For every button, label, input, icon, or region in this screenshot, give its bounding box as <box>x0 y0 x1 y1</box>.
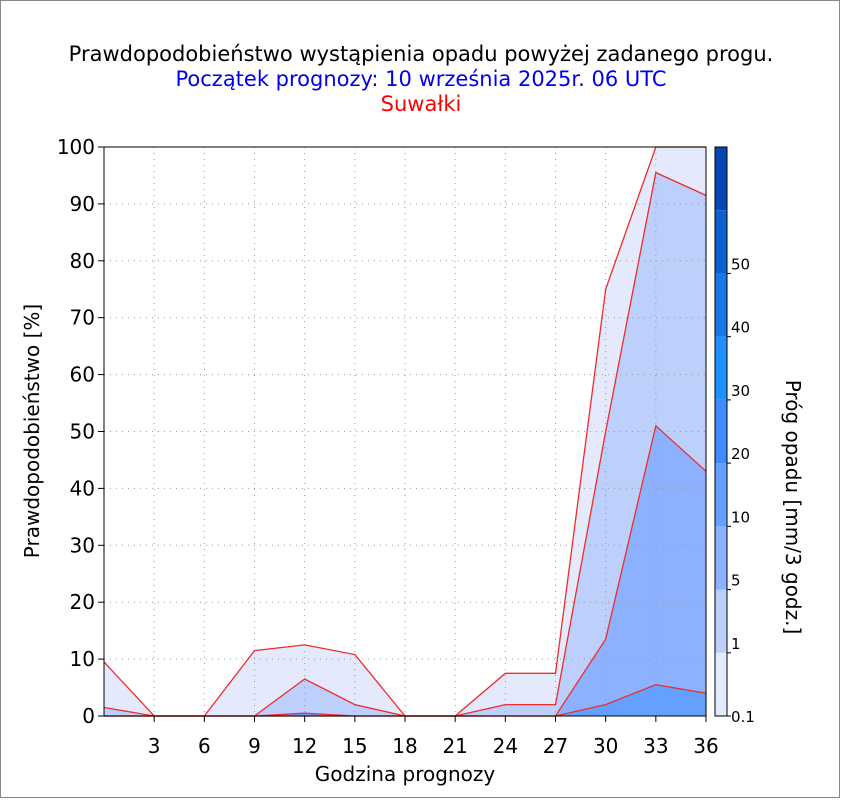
x-tick-label-12: 12 <box>292 734 317 758</box>
x-tick-label-33: 33 <box>643 734 668 758</box>
colorbar-tick-label-5: 5 <box>731 572 741 590</box>
y-tick-label-50: 50 <box>70 420 95 444</box>
colorbar-border <box>714 146 728 717</box>
y-tick-label-60: 60 <box>70 363 95 387</box>
chart-title: Prawdopodobieństwo wystąpienia opadu pow… <box>68 42 774 66</box>
y-tick-label-70: 70 <box>70 306 95 330</box>
colorbar-segment-7 <box>715 210 727 274</box>
x-tick-label-15: 15 <box>342 734 367 758</box>
colorbar-segment-6 <box>715 273 727 337</box>
y-tick-label-0: 0 <box>82 704 95 728</box>
colorbar-tick-label-1: 1 <box>731 635 741 653</box>
grid-lines <box>104 147 706 716</box>
x-tick-label-27: 27 <box>543 734 568 758</box>
x-tick-label-24: 24 <box>493 734 518 758</box>
station-name: Suwałki <box>380 92 462 116</box>
colorbar-tick-label-0.1: 0.1 <box>731 708 755 726</box>
colorbar-segment-5 <box>715 336 727 400</box>
x-tick-label-36: 36 <box>693 734 718 758</box>
colorbar: 0.1 1 5 10 20 30 40 50 <box>714 146 755 726</box>
x-tick-label-6: 6 <box>198 734 211 758</box>
y-tick-label-80: 80 <box>70 249 95 273</box>
colorbar-tick-label-50: 50 <box>731 255 750 273</box>
colorbar-tick-label-30: 30 <box>731 382 750 400</box>
y-tick-label-30: 30 <box>70 533 95 557</box>
y-axis-label: Prawdopodobieństwo [%] <box>20 304 44 558</box>
x-axis-label: Godzina prognozy <box>315 762 496 786</box>
chart-subtitle: Początek prognozy: 10 września 2025r. 06… <box>175 67 667 91</box>
colorbar-tick-label-10: 10 <box>731 508 750 526</box>
area-threshold-5 <box>104 425 706 716</box>
colorbar-tick-label-40: 40 <box>731 319 750 337</box>
colorbar-segment-1 <box>715 589 727 653</box>
colorbar-tick-label-20: 20 <box>731 445 750 463</box>
colorbar-segment-2 <box>715 526 727 590</box>
colorbar-label: Próg opadu [mm/3 godz.] <box>781 380 805 635</box>
y-axis: 0 10 20 30 40 50 60 70 80 90 100 <box>57 135 104 728</box>
y-tick-label-90: 90 <box>70 192 95 216</box>
colorbar-segment-4 <box>715 399 727 464</box>
x-tick-label-3: 3 <box>148 734 161 758</box>
x-tick-label-18: 18 <box>392 734 417 758</box>
x-tick-label-30: 30 <box>593 734 618 758</box>
y-tick-label-10: 10 <box>70 647 95 671</box>
y-tick-label-40: 40 <box>70 476 95 500</box>
x-tick-label-21: 21 <box>442 734 467 758</box>
x-tick-label-9: 9 <box>248 734 261 758</box>
y-tick-label-20: 20 <box>70 590 95 614</box>
colorbar-segment-0 <box>715 652 727 716</box>
area-threshold-10 <box>104 684 706 716</box>
colorbar-segment-8 <box>715 147 727 211</box>
y-tick-label-100: 100 <box>57 135 95 159</box>
colorbar-segment-3 <box>715 463 727 527</box>
x-axis: 3 6 9 12 15 18 21 24 27 30 33 36 <box>148 716 719 758</box>
